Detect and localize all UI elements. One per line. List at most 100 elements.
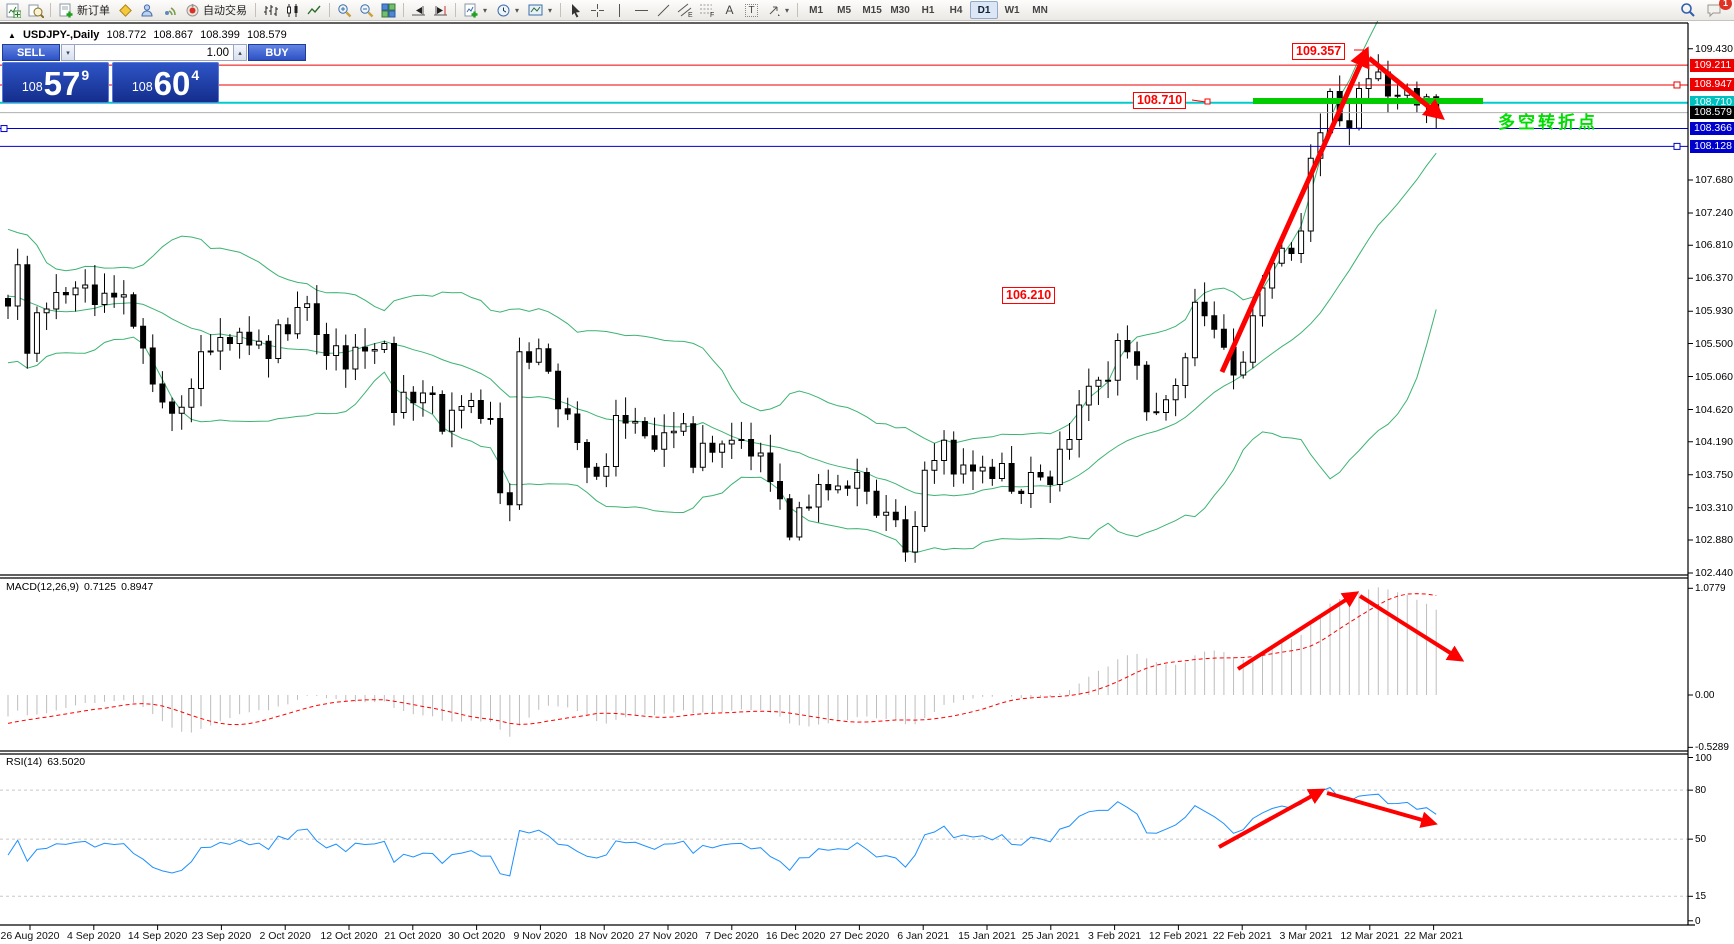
horizontal-line-tool-icon[interactable] — [631, 2, 652, 19]
new-order-icon — [59, 3, 73, 17]
candle — [950, 439, 957, 475]
tile-windows-icon[interactable] — [378, 2, 399, 19]
text-tool-icon[interactable]: A — [725, 3, 734, 17]
price-axis-tick: 104.620 — [1695, 403, 1733, 416]
volume-decrease-button[interactable]: ▾ — [61, 44, 75, 61]
trendline-tool-icon[interactable] — [653, 2, 674, 19]
candle — [651, 435, 658, 450]
candle — [834, 485, 841, 491]
chevron-down-icon: ▾ — [548, 5, 553, 15]
search-icon[interactable] — [1677, 2, 1698, 19]
timeframe-d1[interactable]: D1 — [970, 1, 999, 19]
macd-arrow-up[interactable] — [1236, 591, 1360, 671]
timeframe-m15[interactable]: M15 — [862, 4, 882, 16]
candle — [130, 294, 137, 327]
templates-menu-button[interactable]: ▾ — [524, 2, 556, 19]
autotrading-button[interactable]: 自动交易 — [181, 2, 251, 19]
trend-arrow-up[interactable] — [1219, 46, 1370, 374]
candle — [1346, 120, 1353, 129]
channel-glyph: E — [688, 12, 693, 18]
volume-increase-button[interactable]: ▴ — [233, 44, 247, 61]
date-axis-label: 14 Sep 2020 — [127, 930, 188, 942]
date-axis-label: 12 Feb 2021 — [1148, 930, 1208, 942]
indicators-menu-button[interactable]: ▾ — [460, 2, 491, 19]
timeframe-m1[interactable]: M1 — [809, 4, 824, 16]
candle — [53, 292, 60, 310]
chart-shift-icon[interactable] — [430, 2, 451, 19]
timeframe-m5[interactable]: M5 — [837, 4, 852, 16]
candle — [555, 370, 562, 410]
timeframe-h1[interactable]: H1 — [921, 4, 935, 16]
auto-scroll-icon[interactable] — [408, 2, 429, 19]
candle — [574, 413, 581, 443]
channel-tool-icon[interactable]: E — [675, 2, 696, 19]
support-zone-bar — [1253, 98, 1483, 104]
annotation-cn-text[interactable]: 多空转折点 — [1498, 113, 1598, 132]
candlestick-chart-icon[interactable] — [282, 2, 303, 19]
price-axis-badge: 108.128 — [1690, 139, 1734, 153]
candle — [526, 351, 533, 363]
zoom-in-icon[interactable] — [334, 2, 355, 19]
price-axis-tick: 107.240 — [1695, 207, 1733, 219]
zoom-out-icon[interactable] — [356, 2, 377, 19]
rsi-arrow-up[interactable] — [1218, 788, 1326, 849]
new-order-button[interactable]: 新订单 — [55, 2, 114, 19]
date-axis-label: 27 Dec 2020 — [829, 930, 890, 942]
timeframe-mn[interactable]: MN — [1032, 4, 1048, 16]
periods-menu-button[interactable]: ▾ — [492, 2, 523, 19]
timeframe-h4[interactable]: H4 — [949, 4, 963, 16]
shapes-menu-button[interactable]: ▾ — [763, 2, 793, 19]
bar-chart-icon[interactable] — [260, 2, 281, 19]
data-window-icon[interactable] — [137, 2, 158, 19]
candle — [246, 331, 253, 346]
quote-panel-toggle[interactable]: ▲ — [8, 31, 16, 40]
sell-button[interactable]: SELL — [2, 44, 60, 61]
annotation-price-base[interactable]: 106.210 — [1002, 287, 1056, 304]
buy-price-box[interactable]: 108 60 4 — [112, 62, 219, 103]
candle — [1085, 385, 1092, 406]
one-click-trading-panel: SELL ▾ ▴ BUY 108 57 9 108 60 4 — [2, 44, 306, 103]
timeframe-m30[interactable]: M30 — [890, 4, 910, 16]
chat-icon[interactable]: 1 — [1704, 0, 1732, 19]
candle — [535, 348, 542, 363]
new-chart-icon[interactable] — [3, 2, 24, 19]
line-chart-icon[interactable] — [304, 2, 325, 19]
fibonacci-tool-icon[interactable]: F — [697, 2, 718, 19]
profiles-icon[interactable] — [25, 2, 46, 19]
candle — [284, 324, 291, 335]
candle — [960, 464, 967, 475]
rsi-axis-tick: 15 — [1695, 891, 1707, 903]
date-axis-label: 18 Nov 2020 — [574, 930, 634, 942]
market-watch-icon[interactable] — [115, 2, 136, 19]
macd-arrow-down[interactable] — [1358, 594, 1465, 662]
trend-arrow-down[interactable] — [1367, 56, 1445, 120]
candle — [1288, 247, 1295, 254]
macd-axis-tick: 1.0779 — [1695, 583, 1726, 595]
candle — [1211, 315, 1218, 330]
candle — [593, 466, 600, 477]
candle — [391, 343, 397, 413]
macd-axis-tick: -0.5289 — [1695, 742, 1729, 754]
rsi-arrow-down[interactable] — [1326, 791, 1438, 828]
vertical-line-tool-icon[interactable] — [609, 2, 630, 19]
candle — [1095, 379, 1102, 387]
volume-input[interactable] — [75, 44, 233, 61]
candle — [371, 349, 378, 352]
sell-price-box[interactable]: 108 57 9 — [2, 62, 109, 103]
navigator-icon[interactable] — [159, 2, 180, 19]
price-axis-tick: 104.190 — [1695, 435, 1733, 448]
candle — [641, 421, 648, 437]
price-axis-tick: 106.370 — [1695, 272, 1733, 285]
timeframe-w1[interactable]: W1 — [1004, 4, 1020, 16]
candle — [979, 466, 986, 472]
crosshair-tool-icon[interactable] — [587, 2, 608, 19]
toolbar-separator — [329, 3, 330, 17]
date-axis-label: 27 Nov 2020 — [638, 930, 698, 942]
label-tool-icon[interactable]: T — [741, 2, 762, 19]
buy-button[interactable]: BUY — [248, 44, 306, 61]
cursor-tool-icon[interactable] — [565, 2, 586, 19]
date-axis-label: 16 Dec 2020 — [765, 930, 826, 942]
annotation-price-peak[interactable]: 109.357 — [1292, 43, 1346, 60]
annotation-price-level[interactable]: 108.710 — [1133, 92, 1187, 109]
